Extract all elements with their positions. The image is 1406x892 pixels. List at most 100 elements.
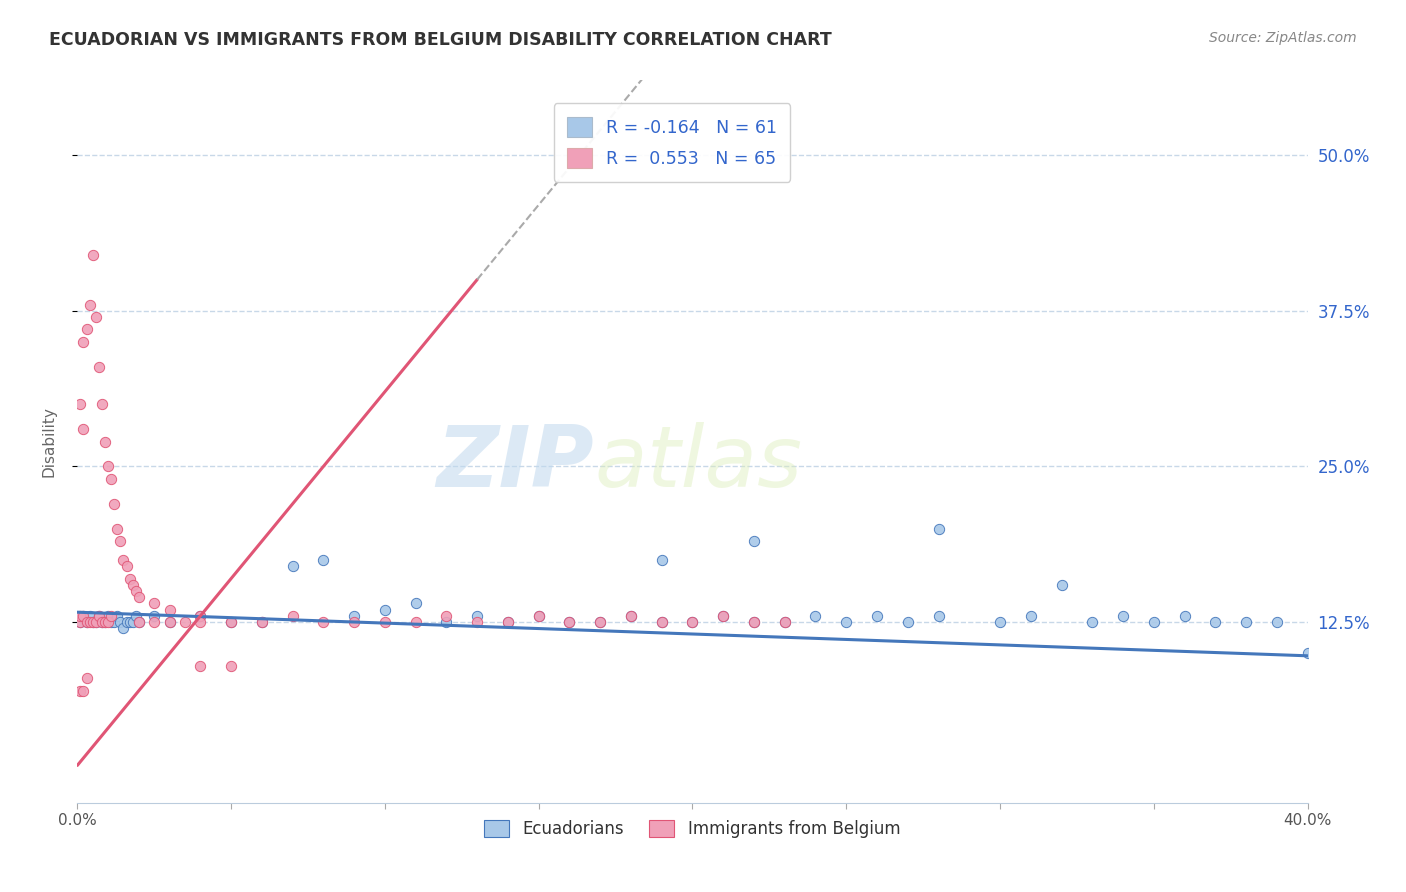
Point <box>94 615 117 630</box>
Legend: Ecuadorians, Immigrants from Belgium: Ecuadorians, Immigrants from Belgium <box>478 814 907 845</box>
Point <box>866 609 889 624</box>
Point <box>94 615 117 630</box>
Point <box>100 472 122 486</box>
Point <box>374 603 396 617</box>
Point <box>87 609 110 624</box>
Point <box>72 334 94 349</box>
Point <box>121 615 143 630</box>
Point <box>1019 609 1042 624</box>
Point <box>711 609 734 624</box>
Point <box>84 615 107 630</box>
Y-axis label: Disability: Disability <box>42 406 56 477</box>
Point <box>69 397 91 411</box>
Point <box>312 553 335 567</box>
Point <box>1174 609 1197 624</box>
Point <box>97 609 120 624</box>
Point <box>72 422 94 436</box>
Point <box>651 553 673 567</box>
Point <box>110 615 132 630</box>
Text: atlas: atlas <box>595 422 801 505</box>
Point <box>219 658 242 673</box>
Point <box>97 615 120 630</box>
Point <box>1050 578 1073 592</box>
Point <box>312 615 335 630</box>
Point <box>128 615 150 630</box>
Point <box>527 609 550 624</box>
Point <box>988 615 1011 630</box>
Point <box>1265 615 1288 630</box>
Point <box>897 615 920 630</box>
Point <box>436 615 458 630</box>
Point <box>128 591 150 605</box>
Point <box>87 609 110 624</box>
Point <box>112 553 135 567</box>
Point <box>682 615 704 630</box>
Point <box>79 297 101 311</box>
Point <box>651 615 673 630</box>
Point <box>250 615 273 630</box>
Text: ZIP: ZIP <box>436 422 595 505</box>
Point <box>465 609 488 624</box>
Point <box>343 609 366 624</box>
Point <box>72 609 94 624</box>
Point <box>82 615 104 630</box>
Point <box>118 615 141 630</box>
Point <box>250 615 273 630</box>
Point <box>72 683 94 698</box>
Point <box>84 310 107 324</box>
Point <box>928 522 950 536</box>
Point <box>159 603 181 617</box>
Point <box>76 671 98 685</box>
Point <box>465 615 488 630</box>
Point <box>79 609 101 624</box>
Point <box>281 559 304 574</box>
Point <box>90 615 114 630</box>
Point <box>87 359 110 374</box>
Point <box>773 615 796 630</box>
Point <box>219 615 242 630</box>
Point <box>90 615 114 630</box>
Point <box>100 615 122 630</box>
Point <box>188 609 212 624</box>
Point <box>436 609 458 624</box>
Point <box>1081 615 1104 630</box>
Point <box>69 609 91 624</box>
Point <box>115 559 138 574</box>
Point <box>374 615 396 630</box>
Text: ECUADORIAN VS IMMIGRANTS FROM BELGIUM DISABILITY CORRELATION CHART: ECUADORIAN VS IMMIGRANTS FROM BELGIUM DI… <box>49 31 832 49</box>
Point <box>105 522 128 536</box>
Point <box>589 615 612 630</box>
Point <box>1112 609 1135 624</box>
Point <box>121 578 143 592</box>
Point <box>103 615 125 630</box>
Point <box>94 434 117 449</box>
Point <box>84 615 107 630</box>
Point <box>76 615 98 630</box>
Point <box>76 322 98 336</box>
Point <box>928 609 950 624</box>
Point <box>1296 646 1319 660</box>
Point <box>159 615 181 630</box>
Point <box>804 609 827 624</box>
Point <box>742 615 765 630</box>
Point <box>90 397 114 411</box>
Point <box>558 615 581 630</box>
Point <box>143 615 166 630</box>
Point <box>82 248 104 262</box>
Point <box>1204 615 1226 630</box>
Point <box>682 615 704 630</box>
Point <box>188 658 212 673</box>
Point <box>405 615 427 630</box>
Point <box>76 615 98 630</box>
Point <box>115 615 138 630</box>
Point <box>97 459 120 474</box>
Point <box>742 615 765 630</box>
Point <box>742 534 765 549</box>
Point <box>143 597 166 611</box>
Point <box>219 615 242 630</box>
Point <box>112 621 135 635</box>
Point <box>651 615 673 630</box>
Point <box>69 615 91 630</box>
Point <box>69 683 91 698</box>
Point <box>69 615 91 630</box>
